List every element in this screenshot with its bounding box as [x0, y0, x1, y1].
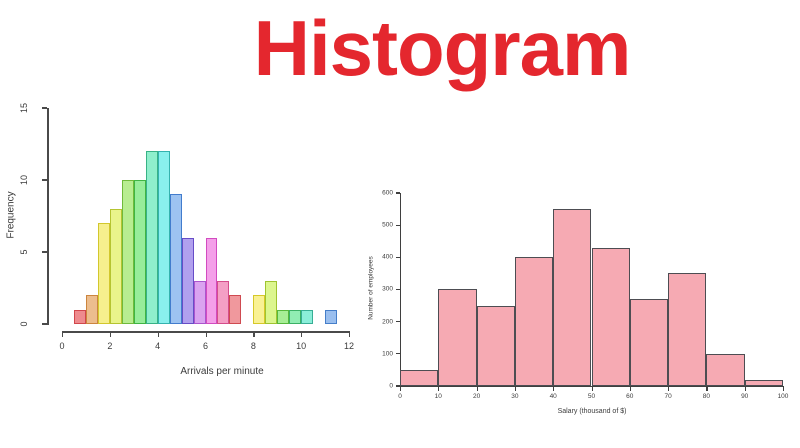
histogram-bar	[229, 295, 242, 324]
y-tick-label: 500	[382, 221, 393, 229]
x-tick-label: 70	[664, 392, 672, 400]
x-tick	[476, 387, 478, 391]
x-tick	[706, 387, 708, 391]
x-tick-label: 10	[296, 341, 307, 351]
y-tick	[395, 385, 400, 387]
salary-y-axis-title: Number of employees	[367, 256, 375, 320]
y-tick	[42, 323, 47, 325]
x-tick-label: 40	[549, 392, 557, 400]
y-tick	[395, 224, 400, 226]
histogram-bar	[265, 280, 278, 324]
y-tick-label: 600	[382, 189, 393, 197]
x-tick	[109, 332, 112, 337]
x-tick	[349, 332, 351, 337]
y-tick	[42, 251, 47, 253]
y-tick	[395, 321, 400, 323]
x-tick	[514, 387, 517, 391]
histogram-bar	[476, 305, 515, 386]
x-tick-label: 50	[587, 392, 596, 400]
x-tick	[62, 332, 64, 337]
x-tick	[553, 387, 555, 391]
x-axis-line	[62, 331, 351, 333]
x-tick	[783, 387, 785, 391]
x-tick	[253, 332, 255, 337]
histogram-bar	[133, 180, 146, 324]
x-tick-label: 100	[777, 392, 789, 400]
histogram-bar	[145, 151, 158, 324]
histogram-bar	[277, 309, 290, 324]
x-tick-label: 12	[344, 341, 355, 351]
histogram-bar	[157, 151, 170, 324]
histogram-bar	[85, 295, 98, 324]
x-tick	[157, 332, 159, 337]
x-tick-label: 0	[59, 341, 65, 351]
y-tick	[395, 288, 400, 291]
histogram-bar	[289, 309, 302, 324]
x-tick-label: 10	[434, 392, 442, 400]
x-tick	[744, 387, 746, 391]
y-tick	[42, 179, 47, 181]
histogram-bar	[400, 369, 439, 386]
histogram-bar	[97, 223, 110, 324]
page-title: Histogram	[253, 4, 632, 92]
y-tick-label: 400	[382, 253, 393, 261]
y-tick-label: 100	[382, 350, 393, 358]
histogram-bar	[73, 309, 86, 324]
histogram-bar	[205, 237, 218, 324]
y-tick	[395, 353, 400, 355]
x-tick	[668, 387, 670, 391]
histogram-bar	[438, 289, 477, 386]
histogram-bar	[253, 295, 266, 324]
y-tick-label: 300	[382, 285, 393, 293]
y-tick	[395, 256, 400, 258]
y-axis-line	[400, 192, 402, 387]
histogram-bar	[706, 353, 745, 386]
histogram-bar	[193, 280, 206, 324]
histogram-bar	[514, 257, 554, 386]
x-tick-label: 60	[626, 392, 634, 400]
x-tick-label: 8	[250, 341, 256, 351]
x-tick-label: 0	[398, 392, 402, 400]
x-tick-label: 80	[702, 392, 711, 400]
histogram-bar	[217, 280, 230, 324]
x-tick	[400, 387, 402, 391]
histogram-bar	[109, 208, 122, 324]
histogram-bar	[591, 247, 630, 386]
y-tick	[42, 107, 47, 109]
histogram-bar	[629, 299, 669, 386]
histogram-bar	[553, 209, 592, 386]
x-tick-label: 4	[155, 341, 161, 351]
histogram-bar	[668, 273, 707, 386]
histogram-bar	[301, 309, 314, 324]
histogram-bar	[325, 309, 338, 324]
histogram-bar	[181, 237, 194, 324]
y-axis-line	[47, 108, 49, 325]
x-tick-label: 20	[472, 392, 481, 400]
x-tick-label: 90	[741, 392, 749, 400]
x-axis-line	[400, 386, 784, 388]
y-tick	[395, 192, 400, 194]
histogram-bar	[121, 180, 134, 324]
x-tick	[629, 387, 631, 391]
arrivals-x-axis-title: Arrivals per minute	[180, 366, 264, 377]
histogram-bar	[744, 379, 783, 386]
x-tick	[438, 387, 440, 391]
histogram-bar	[169, 194, 182, 324]
x-tick-label: 6	[203, 341, 209, 351]
x-tick	[591, 387, 593, 391]
y-tick-label: 200	[382, 318, 393, 326]
y-tick-label: 0	[389, 382, 393, 390]
x-tick-label: 30	[511, 392, 519, 400]
salary-x-axis-title: Salary (thousand of $)	[557, 408, 627, 415]
x-tick	[205, 332, 207, 337]
x-tick	[301, 332, 303, 337]
x-tick-label: 2	[107, 341, 113, 351]
